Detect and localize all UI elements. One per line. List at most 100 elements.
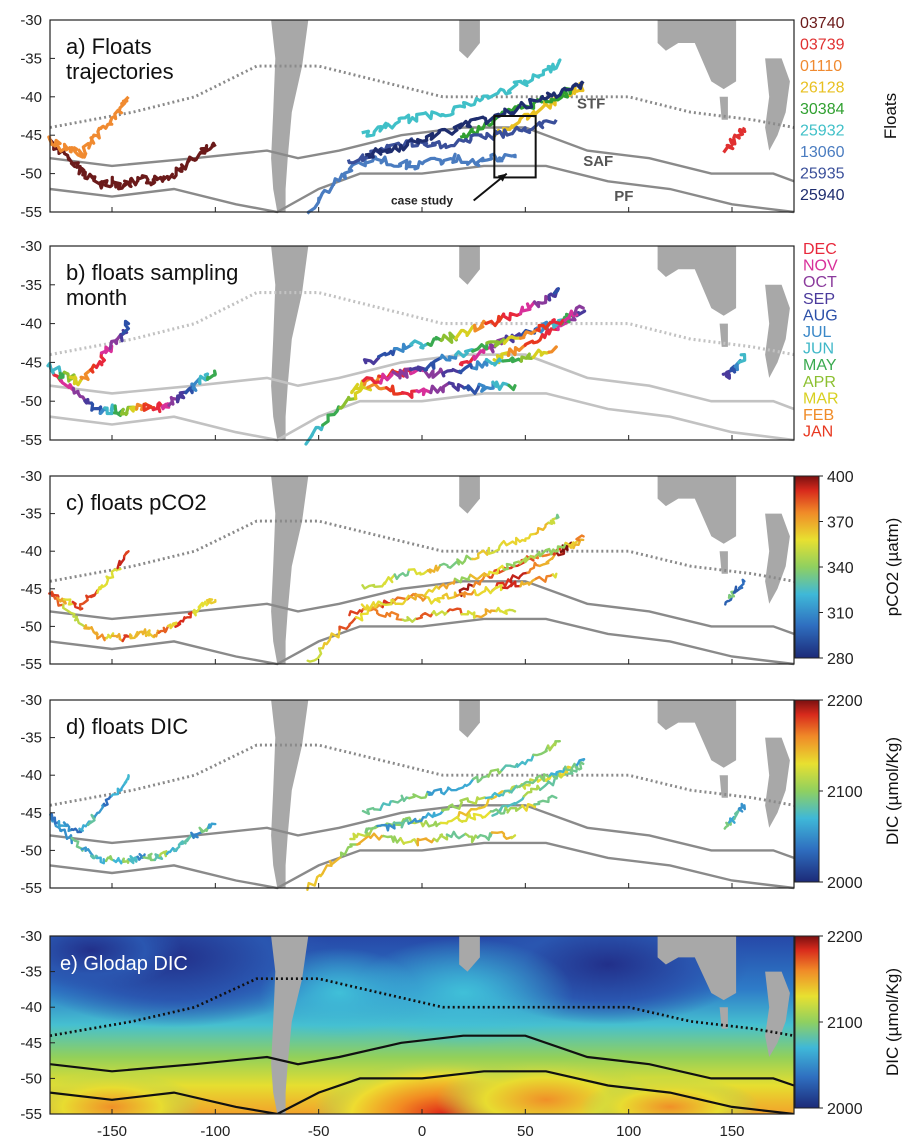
float-track-month-segment bbox=[550, 318, 567, 326]
float-trajectory-13060 bbox=[306, 152, 517, 215]
panel-a-stf-front bbox=[49, 64, 795, 129]
panel-d-saf-front bbox=[49, 804, 795, 860]
float-track-c-segment bbox=[415, 612, 434, 621]
legend-month-feb: FEB bbox=[803, 407, 834, 424]
float-track-month-segment bbox=[391, 367, 413, 380]
float-track-d-segment bbox=[439, 815, 461, 825]
float-trajectory-01110 bbox=[47, 95, 130, 159]
float-track-c-segment bbox=[78, 594, 89, 611]
float-track-c-segment bbox=[551, 572, 558, 579]
colorbar-c-tick-label: 340 bbox=[827, 560, 854, 577]
float-track-d-segment bbox=[484, 791, 505, 800]
float-track-d-segment bbox=[321, 855, 343, 875]
panel-d-title: d) floats DIC bbox=[66, 714, 188, 739]
float-track-month-segment bbox=[733, 359, 742, 372]
float-track-c-segment bbox=[438, 577, 457, 590]
float-track-c-segment bbox=[564, 539, 581, 548]
float-track-c-segment bbox=[573, 538, 585, 546]
float-track-c-segment bbox=[183, 610, 195, 620]
float-track-month-segment bbox=[409, 339, 430, 350]
float-track-month-segment bbox=[518, 328, 539, 340]
float-track-month-segment bbox=[454, 324, 477, 341]
float-track-month-segment bbox=[94, 351, 106, 369]
panel-e-xtick-label: 150 bbox=[719, 1123, 744, 1140]
colorbar-c-label: pCO2 (µatm) bbox=[883, 518, 902, 617]
float-track-d-segment bbox=[410, 818, 428, 828]
float-track-d-segment bbox=[504, 805, 524, 814]
float-track-month-segment bbox=[573, 304, 585, 316]
panel-e-land bbox=[260, 936, 309, 1114]
float-track-month-segment bbox=[57, 370, 66, 380]
heatmap-blob bbox=[353, 937, 574, 1048]
colorbar-d-tick-label: 2100 bbox=[827, 784, 863, 801]
panel-a-saf-front bbox=[49, 126, 795, 183]
panel-a-title: trajectories bbox=[66, 59, 174, 84]
float-track-d-segment bbox=[95, 856, 108, 865]
float-track-c-segment bbox=[519, 577, 538, 588]
float-trajectory-03739 bbox=[722, 126, 747, 154]
float-track-month-segment bbox=[366, 382, 388, 391]
float-track-c-segment bbox=[535, 547, 553, 558]
legend-month-dec: DEC bbox=[803, 241, 837, 258]
float-track-d-segment bbox=[382, 834, 402, 844]
float-track-month-segment bbox=[491, 380, 511, 391]
float-track-d-segment bbox=[521, 803, 537, 812]
front-label-saf: SAF bbox=[583, 153, 613, 170]
float-track-d-segment bbox=[207, 822, 217, 830]
float-track-c-segment bbox=[425, 596, 445, 605]
panel-a-land bbox=[765, 58, 790, 151]
float-track-d-segment bbox=[426, 787, 443, 796]
float-track-d-segment bbox=[534, 773, 552, 782]
float-track-c-segment bbox=[456, 554, 474, 566]
float-track-c-segment bbox=[508, 608, 517, 613]
float-track-d-segment bbox=[546, 740, 558, 752]
float-track-d-segment bbox=[112, 856, 125, 865]
float-track-month-segment bbox=[338, 395, 358, 410]
float-track-d-segment bbox=[198, 823, 211, 834]
panel-a-ytick-label: -30 bbox=[20, 12, 42, 29]
float-track-month-segment bbox=[429, 381, 451, 395]
legend-month-oct: OCT bbox=[803, 274, 837, 291]
float-track-c-segment bbox=[475, 608, 498, 619]
float-track-month-segment bbox=[112, 404, 125, 417]
legend-float-25940: 25940 bbox=[800, 187, 845, 204]
float-track-month-segment bbox=[532, 294, 552, 309]
legend-month-jan: JAN bbox=[803, 424, 833, 441]
float-track-month-segment bbox=[472, 358, 489, 371]
float-track-d-segment bbox=[339, 843, 359, 858]
float-track-month-segment bbox=[507, 383, 517, 392]
float-track-c-segment bbox=[737, 578, 746, 590]
float-track-c-segment bbox=[105, 632, 115, 640]
float-track-d-segment bbox=[472, 774, 490, 784]
panel-e-ytick-label: -55 bbox=[20, 1106, 42, 1123]
float-track-d-segment bbox=[391, 794, 411, 804]
legend-float-03740: 03740 bbox=[800, 15, 845, 32]
float-track-d-segment bbox=[440, 786, 461, 796]
float-track-month-segment bbox=[103, 403, 117, 416]
float-track-d-segment bbox=[104, 855, 115, 863]
float-track-d-segment bbox=[516, 777, 538, 789]
float-track-d-segment bbox=[533, 796, 552, 806]
float-track-d-segment bbox=[510, 834, 517, 840]
panel-e-xtick-label: 50 bbox=[517, 1123, 534, 1140]
float-track-month-segment bbox=[518, 300, 537, 316]
panel-a-land bbox=[719, 96, 728, 120]
float-track-d-segment bbox=[522, 784, 542, 798]
float-track-c-segment bbox=[380, 573, 396, 588]
float-track-c-segment bbox=[401, 616, 419, 623]
float-track-d-segment bbox=[376, 821, 396, 832]
float-track-d-segment bbox=[574, 760, 585, 771]
float-track-d-segment bbox=[70, 836, 85, 852]
float-track-month-segment bbox=[502, 311, 523, 322]
legend-float-30384: 30384 bbox=[800, 101, 845, 118]
panel-e-ytick-label: -45 bbox=[20, 1035, 42, 1052]
legend-month-jun: JUN bbox=[803, 341, 834, 358]
float-track-d-segment bbox=[536, 772, 554, 783]
float-track-d-segment bbox=[472, 810, 493, 821]
panel-c-ytick-label: -45 bbox=[20, 581, 42, 598]
float-track-month-segment bbox=[79, 367, 93, 381]
float-track-c-segment bbox=[338, 616, 358, 631]
float-track-c-segment bbox=[538, 551, 558, 568]
float-track-d-segment bbox=[457, 808, 478, 818]
